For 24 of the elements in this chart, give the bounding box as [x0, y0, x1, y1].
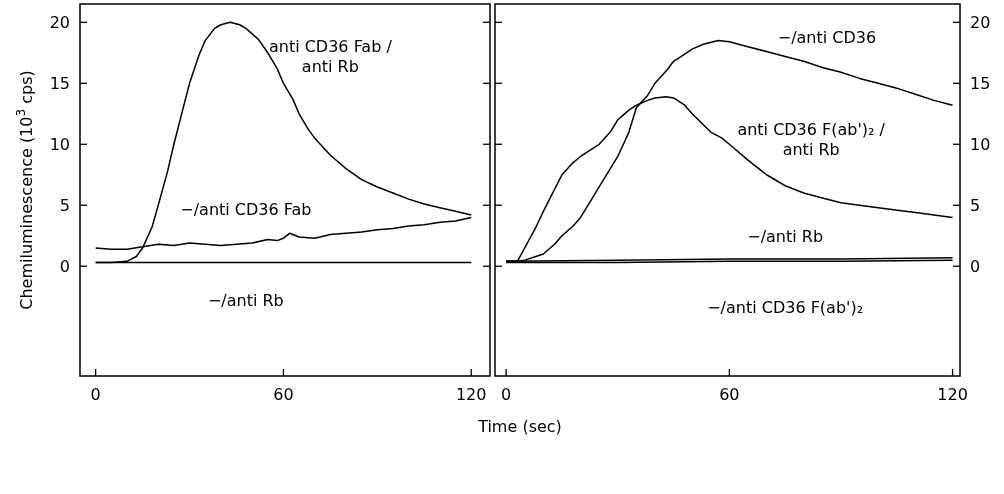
y-tick-label: 10 [49, 134, 70, 154]
x-tick-label: 0 [90, 385, 101, 404]
x-axis-title: Time (sec) [477, 417, 562, 436]
y-tick-label: 5 [59, 195, 70, 215]
series-label: −/anti CD36 [777, 28, 877, 48]
series-label: −/anti Rb [747, 226, 824, 246]
series-label: −/anti Rb [207, 291, 284, 311]
series-label: −/anti CD36 Fab [180, 200, 312, 219]
y-tick-label: 20 [970, 12, 991, 32]
y-tick-label: 20 [49, 12, 70, 32]
y-tick-label: 5 [970, 195, 981, 215]
y-tick-label: 10 [970, 134, 991, 154]
text: −/anti CD36 F(ab')₂ [707, 297, 864, 317]
series-label: anti CD36 Fab / anti Rb [268, 36, 393, 77]
x-tick-label: 0 [501, 385, 512, 404]
x-tick-label: 120 [937, 385, 968, 404]
x-tick-label: 60 [719, 385, 740, 404]
y-tick-label: 0 [59, 256, 70, 276]
y-tick-label: 15 [970, 73, 991, 93]
series-label: anti CD36 F(ab')₂ / anti Rb [737, 119, 886, 160]
y-tick-label: 0 [970, 256, 981, 276]
y-tick-label: 15 [49, 73, 70, 93]
x-tick-label: 60 [273, 385, 294, 404]
x-tick-label: 120 [455, 385, 487, 404]
